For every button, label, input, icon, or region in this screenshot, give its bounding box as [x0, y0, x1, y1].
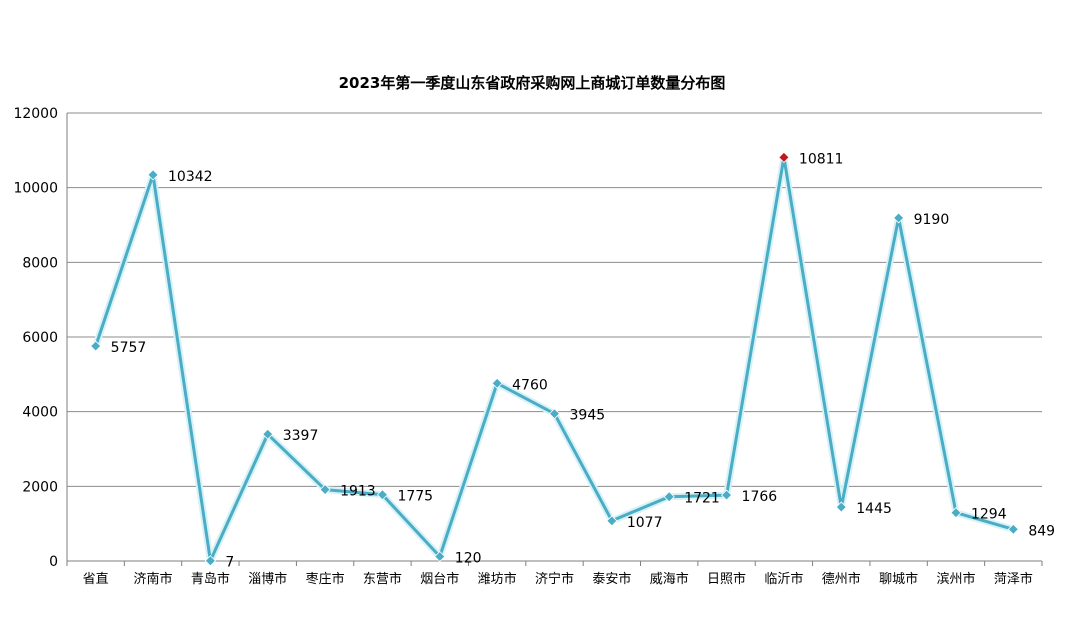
x-tick-label: 聊城市	[879, 571, 918, 587]
y-tick-label: 10000	[13, 181, 58, 197]
data-label: 849	[1028, 523, 1055, 539]
data-point	[434, 550, 446, 563]
y-tick-label: 2000	[22, 479, 58, 495]
x-tick-label: 滨州市	[936, 571, 975, 587]
x-tick-label: 日照市	[707, 571, 746, 587]
x-tick-label: 临沂市	[764, 571, 803, 587]
data-label: 9190	[914, 212, 950, 228]
y-tick-label: 6000	[22, 330, 58, 346]
x-tick-label: 济南市	[134, 571, 173, 587]
x-tick-label: 东营市	[363, 571, 402, 587]
data-point	[548, 408, 561, 420]
x-axis: 省直 济南市 青岛市 淄博市 枣庄市 东营市 烟台市 潍坊市 济宁市 泰安市 威海市 日照市 临沂市 德州…	[66, 560, 1043, 587]
y-tick-label: 0	[49, 554, 58, 570]
y-tick-label: 12000	[13, 106, 58, 122]
data-point	[90, 340, 102, 352]
data-point	[204, 555, 216, 567]
y-axis: 0 2000 4000 6000 8000 10000 12000	[13, 106, 68, 570]
x-tick-label: 枣庄市	[306, 571, 345, 587]
data-labels: 5757 10342 7 3397 1913 1775 120 4760 3945 1077 172…	[111, 151, 1055, 570]
data-label: 10342	[168, 169, 213, 185]
data-label: 120	[455, 551, 482, 567]
data-point	[893, 212, 905, 224]
data-label: 1445	[856, 501, 892, 517]
data-point	[835, 501, 847, 513]
x-tick-label: 泰安市	[592, 571, 631, 587]
x-tick-label: 省直	[83, 572, 109, 587]
data-label: 10811	[799, 151, 844, 167]
x-tick-label: 青岛市	[191, 571, 230, 587]
x-tick-label: 菏泽市	[994, 571, 1033, 587]
chart-title: 2023年第一季度山东省政府采购网上商城订单数量分布图	[339, 74, 726, 92]
x-tick-label: 烟台市	[420, 571, 459, 587]
data-label: 1775	[397, 489, 433, 505]
data-point	[950, 507, 962, 519]
data-point	[147, 169, 159, 181]
data-label: 4760	[512, 377, 548, 393]
data-label: 3397	[283, 428, 319, 444]
data-point	[376, 489, 389, 501]
data-label: 1721	[684, 491, 720, 507]
data-label: 1294	[971, 507, 1007, 523]
x-tick-label: 德州市	[822, 571, 861, 587]
data-point	[262, 428, 274, 440]
x-tick-label: 威海市	[650, 571, 689, 587]
data-label: 7	[225, 555, 234, 571]
data-point	[1007, 523, 1019, 535]
x-tick-label: 淄博市	[248, 571, 287, 587]
data-label: 5757	[111, 340, 147, 356]
data-label: 1077	[627, 515, 663, 531]
data-label: 3945	[570, 408, 606, 424]
data-point	[491, 377, 503, 389]
data-point	[720, 489, 733, 501]
data-points	[90, 151, 1019, 567]
y-tick-label: 4000	[22, 405, 58, 421]
gridlines	[67, 112, 1042, 487]
data-point-max	[778, 151, 790, 163]
y-tick-label: 8000	[22, 255, 58, 271]
x-tick-label: 潍坊市	[478, 571, 517, 587]
data-point	[319, 484, 331, 496]
data-point	[663, 491, 675, 503]
data-label: 1913	[340, 484, 376, 500]
x-tick-label: 济宁市	[535, 571, 574, 587]
data-point	[606, 515, 618, 527]
data-label: 1766	[742, 489, 778, 505]
